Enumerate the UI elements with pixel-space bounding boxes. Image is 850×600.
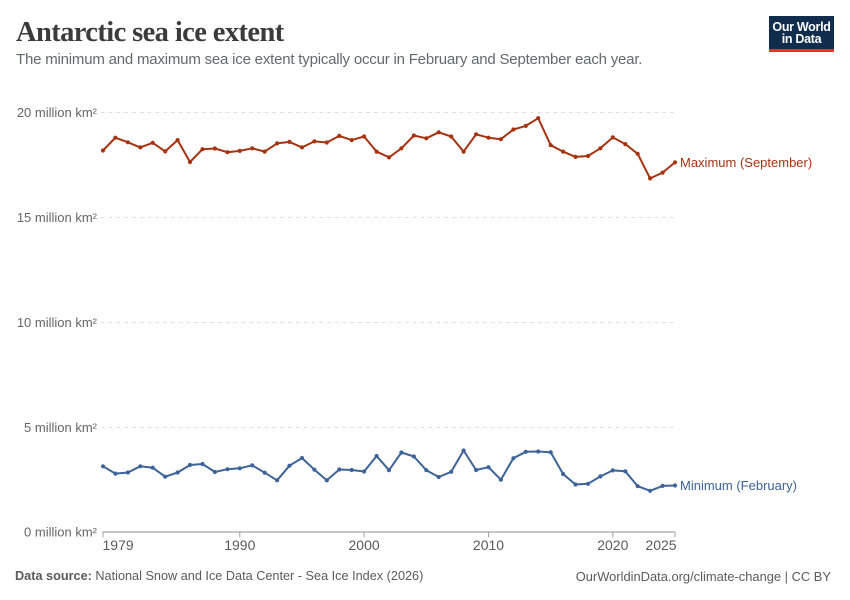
- svg-text:Minimum (February): Minimum (February): [680, 478, 797, 493]
- svg-text:Maximum (September): Maximum (September): [680, 155, 812, 170]
- svg-text:1979: 1979: [103, 537, 134, 553]
- svg-text:2000: 2000: [349, 537, 380, 553]
- svg-text:2020: 2020: [597, 537, 628, 553]
- svg-text:2010: 2010: [473, 537, 504, 553]
- svg-text:10 million km²: 10 million km²: [17, 315, 98, 330]
- svg-text:20 million km²: 20 million km²: [17, 105, 98, 120]
- svg-text:5 million km²: 5 million km²: [24, 420, 98, 435]
- svg-text:1990: 1990: [224, 537, 255, 553]
- svg-text:2025: 2025: [645, 537, 676, 553]
- svg-text:15 million km²: 15 million km²: [17, 210, 98, 225]
- svg-text:0 million km²: 0 million km²: [24, 525, 98, 540]
